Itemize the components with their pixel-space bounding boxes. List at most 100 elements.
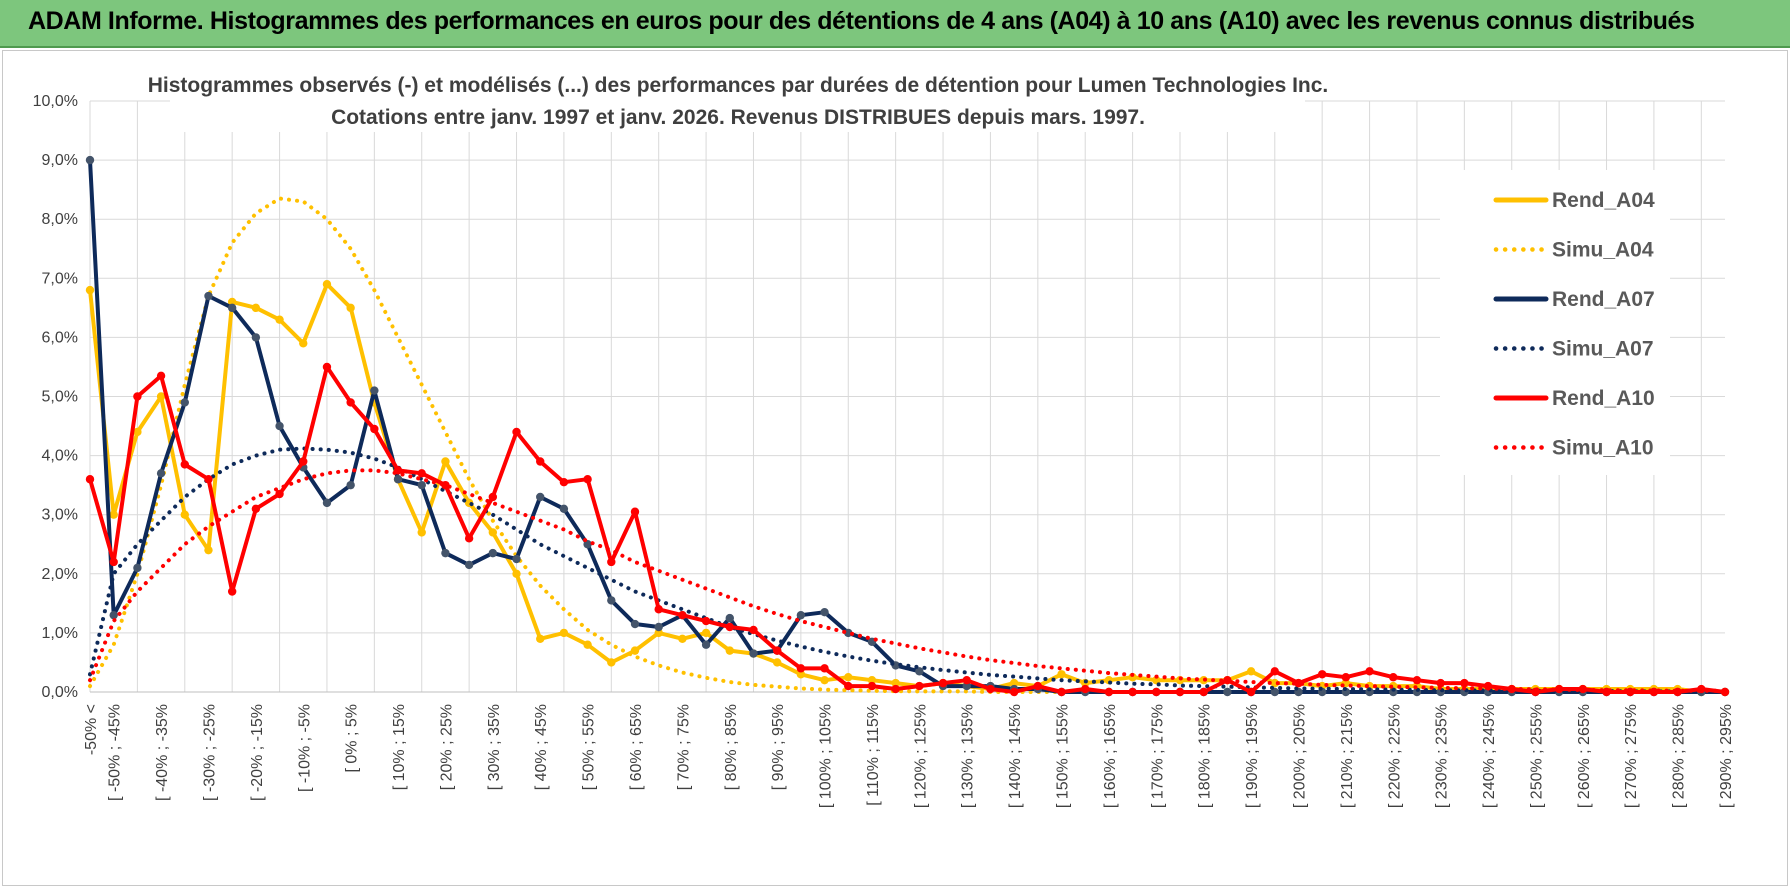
series-point-rend-a10 <box>1199 687 1208 697</box>
series-point-rend-a10 <box>488 492 498 502</box>
x-tick-label: [ 280% ; 285% <box>1671 704 1688 808</box>
series-point-rend-a07 <box>346 480 355 490</box>
series-point-rend-a10 <box>725 622 734 632</box>
y-tick-label: 3,0% <box>42 507 78 524</box>
series-point-rend-a10 <box>204 475 213 484</box>
x-tick-label: [ 20% ; 25% <box>438 704 455 790</box>
x-tick-label: [ 110% ; 115% <box>865 704 882 806</box>
x-tick-label: [ 30% ; 35% <box>486 704 503 790</box>
series-point-rend-a04 <box>322 280 332 289</box>
series-point-rend-a07 <box>441 548 450 558</box>
series-point-rend-a10 <box>1128 687 1137 697</box>
series-point-rend-a10 <box>1246 687 1256 697</box>
x-tick-label: [ 240% ; 245% <box>1481 704 1498 808</box>
series-point-rend-a07 <box>512 554 521 564</box>
series-point-rend-a04 <box>583 640 592 649</box>
series-point-rend-a10 <box>1009 687 1019 697</box>
y-tick-label: 8,0% <box>42 211 78 228</box>
x-tick-label: [ 150% ; 155% <box>1055 704 1072 808</box>
series-point-rend-a10 <box>417 469 426 478</box>
series-point-rend-a10 <box>559 477 569 487</box>
series-point-rend-a04 <box>488 528 498 537</box>
series-point-rend-a10 <box>938 678 948 688</box>
series-point-rend-a07 <box>322 498 332 508</box>
series-point-rend-a04 <box>772 658 782 667</box>
series-point-rend-a10 <box>1317 670 1327 679</box>
legend-background <box>1440 170 1670 475</box>
series-point-rend-a10 <box>820 664 829 673</box>
series-point-rend-a10 <box>772 646 782 655</box>
series-point-rend-a07 <box>275 421 284 431</box>
series-point-rend-a10 <box>180 460 189 469</box>
series-point-rend-a07 <box>204 291 213 301</box>
x-tick-label: [ 90% ; 95% <box>770 704 787 790</box>
series-point-rend-a07 <box>227 303 237 313</box>
series-point-rend-a04 <box>536 634 545 644</box>
x-tick-label: [ -50% ; -45% <box>107 704 124 801</box>
series-point-rend-a10 <box>1460 678 1469 688</box>
x-tick-label: [ 180% ; 185% <box>1197 704 1214 808</box>
x-tick-label: [ 200% ; 205% <box>1291 704 1308 808</box>
x-tick-label: [ -10% ; -5% <box>296 704 313 792</box>
series-point-rend-a07 <box>464 560 474 570</box>
series-point-rend-a10 <box>1294 678 1303 688</box>
series-point-rend-a10 <box>630 507 640 516</box>
x-tick-label: [ -30% ; -25% <box>201 704 218 801</box>
series-point-rend-a10 <box>796 664 806 673</box>
series-point-rend-a10 <box>133 392 142 401</box>
series-point-rend-a07 <box>583 540 592 549</box>
series-line-rend-a04 <box>88 282 1727 694</box>
series-point-rend-a10 <box>1057 687 1066 697</box>
x-tick-label: [ 100% ; 105% <box>818 704 835 808</box>
x-tick-label: [ 10% ; 15% <box>391 704 408 790</box>
series-point-rend-a07 <box>915 667 924 676</box>
series-point-rend-a10 <box>299 457 308 466</box>
series-point-rend-a10 <box>109 557 118 567</box>
series-point-rend-a10 <box>1341 673 1351 682</box>
series-point-rend-a04 <box>85 285 95 295</box>
legend-label-simu-a10: Simu_A10 <box>1552 437 1654 460</box>
series-point-rend-a07 <box>630 619 640 629</box>
series-point-rend-a07 <box>370 386 379 395</box>
series-point-rend-a10 <box>346 398 355 407</box>
series-point-rend-a07 <box>725 613 734 623</box>
series-point-rend-a10 <box>583 475 592 484</box>
chart-subtitle: Cotations entre janv. 1997 et janv. 2026… <box>331 106 1145 129</box>
series-line-rend-a10 <box>88 364 1727 694</box>
series-point-rend-a10 <box>891 684 900 694</box>
x-tick-label: [ 260% ; 265% <box>1576 704 1593 808</box>
series-point-rend-a07 <box>109 610 118 620</box>
series-point-rend-a04 <box>559 628 569 638</box>
y-tick-label: 2,0% <box>42 566 78 583</box>
series-point-rend-a04 <box>133 427 142 437</box>
report-banner: ADAM Informe. Histogrammes des performan… <box>0 0 1790 48</box>
series-point-rend-a07 <box>85 155 95 165</box>
series-point-rend-a10 <box>915 681 924 691</box>
series-point-rend-a10 <box>1412 675 1422 685</box>
x-tick-label: [ -20% ; -15% <box>249 704 266 801</box>
legend-label-rend-a10: Rend_A10 <box>1552 387 1655 410</box>
series-point-rend-a07 <box>701 640 711 649</box>
x-tick-label: [ 210% ; 215% <box>1339 704 1356 808</box>
series-point-rend-a07 <box>1223 687 1232 697</box>
series-point-rend-a04 <box>1365 681 1374 691</box>
series-point-rend-a10 <box>85 475 95 484</box>
chart-frame <box>2 50 1788 886</box>
series-line-rend-a07 <box>88 158 1727 694</box>
series-point-rend-a10 <box>370 424 379 434</box>
series-point-rend-a10 <box>986 684 995 694</box>
y-axis-ticks: 0,0% 1,0% 2,0% 3,0% 4,0% 5,0% 6,0% 7,0% 8,0% 9,0%… <box>33 93 78 701</box>
x-tick-label: [ 160% ; 165% <box>1102 704 1119 808</box>
series-point-rend-a04 <box>441 457 450 466</box>
x-tick-label: [ 230% ; 235% <box>1434 704 1451 808</box>
series-point-rend-a04 <box>227 297 237 307</box>
x-tick-label: [ -40% ; -35% <box>154 704 171 801</box>
series-point-rend-a04 <box>820 675 829 685</box>
y-tick-label: 10,0% <box>33 93 78 110</box>
series-point-rend-a04 <box>796 670 806 679</box>
x-tick-label: [ 290% ; 295% <box>1718 704 1735 808</box>
series-point-rend-a10 <box>512 427 521 437</box>
series-point-rend-a07 <box>844 628 853 638</box>
series-layer <box>85 155 1730 697</box>
x-axis-ticks: -50% < [ -50% ; -45% [ -40% ; -35% [ -30% ;… <box>83 704 1735 808</box>
